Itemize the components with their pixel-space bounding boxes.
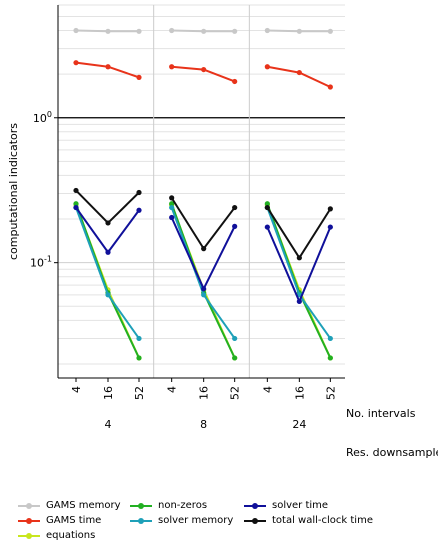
data-point <box>169 204 175 211</box>
legend-item: equations <box>18 530 95 541</box>
x-tick-label: 52 <box>229 386 242 400</box>
legend-label: solver time <box>272 500 329 511</box>
x-tick-label: 4 <box>261 386 274 393</box>
data-point <box>73 187 79 194</box>
legend-swatch <box>18 532 40 540</box>
data-point <box>232 28 238 34</box>
data-point <box>105 28 111 34</box>
x-axis-title: No. intervals <box>346 407 416 420</box>
data-point <box>296 298 302 305</box>
data-point <box>264 224 270 230</box>
data-point <box>232 335 238 342</box>
group-label: 8 <box>200 418 207 431</box>
legend-swatch <box>244 517 266 525</box>
chart-area: 100 10-1 computational indicators 4 16 52 4 4 16… <box>7 4 438 459</box>
legend-label: solver memory <box>158 515 234 526</box>
legend-label: GAMS time <box>46 515 102 526</box>
legend-label: equations <box>46 530 96 541</box>
legend-item: solver time <box>244 500 328 511</box>
x-tick-label: 16 <box>198 386 211 400</box>
data-point <box>169 201 175 207</box>
legend-label: GAMS memory <box>46 500 121 511</box>
data-point <box>73 27 79 34</box>
data-point <box>169 27 175 34</box>
data-point <box>201 286 207 292</box>
group-label: 4 <box>105 418 112 431</box>
legend-swatch <box>130 517 152 525</box>
data-point <box>136 207 142 213</box>
plot-background <box>58 5 345 378</box>
y-tick-label: 100 <box>33 110 52 125</box>
data-point <box>169 64 175 70</box>
data-point <box>232 355 238 361</box>
x-tick-label: 16 <box>293 386 306 400</box>
data-point <box>296 28 302 34</box>
data-point <box>105 220 111 226</box>
data-point <box>264 27 270 34</box>
data-point <box>201 292 207 298</box>
data-point <box>327 206 333 212</box>
data-point <box>201 246 207 252</box>
legend-item: GAMS time <box>18 515 101 526</box>
data-point <box>201 66 207 73</box>
x-tick-label: 4 <box>70 386 83 393</box>
data-point <box>264 201 270 207</box>
legend-item: solver memory <box>130 515 233 526</box>
data-point <box>232 223 238 229</box>
data-point <box>169 214 175 221</box>
data-point <box>327 28 333 34</box>
legend-item: total wall-clock time <box>244 515 373 526</box>
data-point <box>73 201 79 207</box>
data-point <box>73 60 79 66</box>
data-point <box>327 224 333 230</box>
data-point <box>296 69 302 76</box>
x-tick-label: 16 <box>102 386 115 400</box>
data-point <box>232 204 238 211</box>
data-point <box>169 195 175 201</box>
chart-legend: GAMS memory GAMS time equations non-zeros so… <box>18 500 428 548</box>
legend-item: non-zeros <box>130 500 207 511</box>
legend-item: GAMS memory <box>18 500 121 511</box>
group-axis-title: Res. downsampled <box>346 446 438 459</box>
data-point <box>136 335 142 342</box>
y-tick-label: 10-1 <box>30 255 52 270</box>
data-point <box>105 64 111 70</box>
legend-label: non-zeros <box>158 500 208 511</box>
x-tick-label: 4 <box>166 386 179 393</box>
data-point <box>264 204 270 211</box>
data-point <box>136 28 142 34</box>
group-label: 24 <box>292 418 306 431</box>
data-point <box>136 189 142 196</box>
data-point <box>136 74 142 80</box>
y-axis-label: computational indicators <box>7 123 20 260</box>
data-point <box>264 64 270 70</box>
legend-swatch <box>244 502 266 510</box>
data-point <box>327 355 333 361</box>
data-point <box>105 292 111 298</box>
data-point <box>232 78 238 85</box>
data-point <box>296 255 302 261</box>
data-point <box>201 28 207 34</box>
legend-swatch <box>18 517 40 525</box>
data-point <box>327 84 333 90</box>
legend-swatch <box>130 502 152 510</box>
data-point <box>73 204 79 211</box>
data-point <box>105 249 111 255</box>
legend-label: total wall-clock time <box>272 515 373 526</box>
x-tick-label: 52 <box>324 386 337 400</box>
x-tick-label: 52 <box>133 386 146 400</box>
data-point <box>136 355 142 361</box>
legend-swatch <box>18 502 40 510</box>
data-point <box>327 335 333 342</box>
